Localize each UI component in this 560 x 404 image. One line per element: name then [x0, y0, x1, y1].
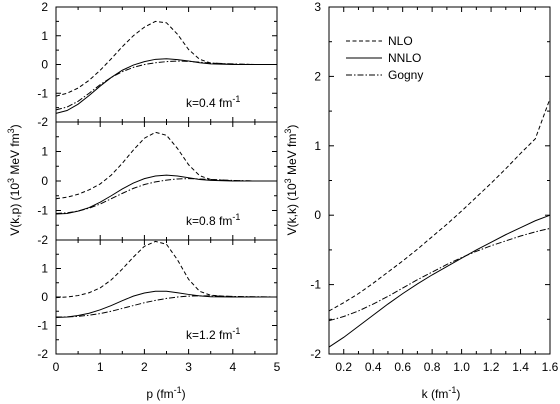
- left-subpanel-1-nlo-line: [55, 20, 277, 97]
- left-ytick-label-1-1: -1: [37, 86, 48, 100]
- left-xlabel: p (fm-1): [146, 385, 185, 401]
- left-panel-marks: -2 -1 0 1 2 k=0.4 fm-1 -2 -1 0 1 k=0.8 fm-1 -2 -1 0 1 k…: [37, 0, 280, 374]
- left-ytick-label-1-3: 1: [41, 29, 48, 43]
- left-subpanel-1-gogny-line: [55, 60, 277, 111]
- left-xtick-label-3: 3: [185, 360, 192, 374]
- left-subpanel-3: -2 -1 0 1 k=1.2 fm-1: [37, 239, 278, 361]
- left-subpanel-2-label: k=0.8 fm-1: [186, 212, 240, 228]
- legend-label-nnlo: NNLO: [388, 51, 421, 65]
- legend: NLO NNLO Gogny: [346, 34, 423, 82]
- right-gogny-line: [328, 227, 551, 322]
- right-xlabel: k (fm-1): [422, 385, 461, 401]
- left-xtick-label-1: 1: [97, 360, 104, 374]
- left-ytick-label-1-0: -2: [37, 115, 48, 129]
- right-nlo-line: [328, 98, 551, 312]
- left-ytick-label-3-2: 0: [41, 290, 48, 304]
- left-xtick-label-4: 4: [229, 360, 236, 374]
- right-xtick-label-0: 0.2: [335, 360, 352, 374]
- right-ylabel: V(k,k) (103 MeV fm3): [283, 125, 299, 236]
- right-xtick-label-3: 0.8: [424, 360, 441, 374]
- right-panel-frame: [328, 6, 551, 355]
- left-ytick-label-2-2: 0: [41, 174, 48, 188]
- right-ytick-label-4: 2: [314, 69, 321, 83]
- right-xtick-label-4: 1.0: [453, 360, 470, 374]
- right-nnlo-line: [328, 214, 551, 348]
- left-xtick-label-2: 2: [141, 360, 148, 374]
- right-ytick-label-1: -1: [310, 278, 321, 292]
- left-subpanel-2-nnlo-line: [55, 174, 277, 215]
- left-subpanel-3-nlo-line: [55, 240, 277, 299]
- right-xtick-label-6: 1.4: [512, 360, 529, 374]
- left-subpanel-3-gogny-line: [56, 295, 278, 318]
- right-ytick-label-2: 0: [314, 208, 321, 222]
- left-ytick-label-1-2: 0: [41, 58, 48, 72]
- left-subpanel-1-nnlo-line: [55, 58, 277, 114]
- left-subpanel-1: -2 -1 0 1 2 k=0.4 fm-1: [37, 0, 278, 129]
- left-ytick-label-2-0: -2: [37, 233, 48, 247]
- left-ylabel: V(k,p) (103 MeV fm3): [6, 124, 22, 235]
- left-subpanel-2-nlo-line: [55, 131, 277, 200]
- legend-label-nlo: NLO: [388, 34, 413, 48]
- left-subpanel-2-gogny-line: [55, 178, 277, 214]
- right-ytick-label-3: 1: [314, 139, 321, 153]
- left-subpanel-3-nnlo-line: [55, 290, 277, 319]
- left-panel: -2 -1 0 1 2 k=0.4 fm-1 -2 -1 0 1 k=0.8 fm-1 -2 -1 0 1 k…: [6, 0, 281, 401]
- left-ytick-label-2-3: 1: [41, 145, 48, 159]
- left-xtick-label-5: 5: [274, 360, 281, 374]
- left-ytick-label-3-3: 1: [41, 262, 48, 276]
- left-subpanel-3-label: k=1.2 fm-1: [186, 326, 240, 342]
- right-xtick-label-1: 0.4: [365, 360, 382, 374]
- right-xtick-label-7: 1.6: [542, 360, 559, 374]
- legend-label-gogny: Gogny: [388, 68, 423, 82]
- right-xtick-label-2: 0.6: [394, 360, 411, 374]
- left-ytick-label-2-1: -1: [37, 204, 48, 218]
- right-xtick-label-5: 1.2: [483, 360, 500, 374]
- left-ytick-label-1-4: 2: [41, 0, 48, 14]
- left-xtick-label-0: 0: [53, 360, 60, 374]
- left-subpanel-2: -2 -1 0 1 k=0.8 fm-1: [37, 121, 278, 247]
- right-ytick-label-5: 3: [314, 0, 321, 14]
- right-panel: -2 -1 0 1 2 3 0.2 0.4 0.6 0.8 1.0 1.2 1.4 1.6 NLO NNLO…: [283, 0, 559, 401]
- right-ytick-label-0: -2: [310, 347, 321, 361]
- left-subpanel-1-label: k=0.4 fm-1: [186, 94, 240, 110]
- right-panel-marks: -2 -1 0 1 2 3 0.2 0.4 0.6 0.8 1.0 1.2 1.4 1.6: [310, 0, 558, 374]
- left-ytick-label-3-0: -2: [37, 347, 48, 361]
- left-ytick-label-3-1: -1: [37, 319, 48, 333]
